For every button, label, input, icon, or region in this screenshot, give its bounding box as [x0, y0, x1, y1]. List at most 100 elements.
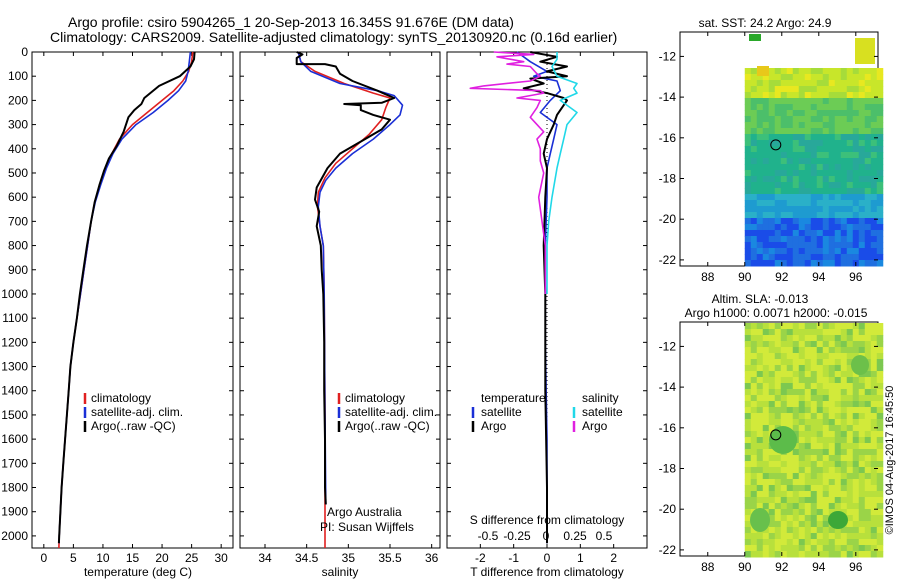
map-cell [744, 467, 752, 474]
map-cell [774, 248, 782, 255]
map-cell [762, 383, 770, 390]
map-cell [834, 140, 842, 147]
map-cell [750, 527, 758, 534]
map-cell [762, 533, 770, 540]
map-cell [768, 188, 776, 195]
map-cell [864, 545, 872, 552]
map-cell [798, 419, 806, 426]
map-cell [798, 365, 806, 372]
map-cell [828, 86, 836, 93]
map-cell [816, 242, 824, 249]
map-cell [750, 545, 758, 552]
y-tick-label: 200 [8, 93, 28, 107]
map-cell [840, 188, 848, 195]
map-cell [852, 515, 860, 522]
map-cell [858, 176, 866, 183]
map-cell [816, 323, 824, 330]
map-cell [762, 134, 770, 141]
map-cell [750, 164, 758, 171]
map-cell [744, 92, 752, 99]
map-cell [846, 206, 854, 213]
map-cell [792, 419, 800, 426]
map-cell [792, 248, 800, 255]
map-cell [828, 425, 836, 432]
map-cell [840, 473, 848, 480]
map-cell [762, 503, 770, 510]
map-cell [810, 122, 818, 129]
map-cell [840, 152, 848, 159]
map-cell [828, 533, 836, 540]
map-cell [840, 479, 848, 486]
map-cell [840, 551, 848, 558]
map-y-tick-label: -18 [659, 462, 677, 476]
s-tick-label: 0 [543, 529, 550, 543]
y-tick-label: 1100 [2, 311, 28, 325]
map-cell [816, 335, 824, 342]
map-cell [768, 353, 776, 360]
map-cell [774, 98, 782, 105]
map-x-tick-label: 96 [849, 270, 863, 284]
map-cell [840, 212, 848, 219]
map-cell [876, 212, 884, 219]
map-cell [822, 407, 830, 414]
map-cell [816, 80, 824, 87]
map-cell [810, 128, 818, 135]
map-cell [876, 341, 884, 348]
map-cell [792, 98, 800, 105]
map-cell [798, 347, 806, 354]
map-cell [810, 86, 818, 93]
map-cell [780, 341, 788, 348]
map-cell [768, 449, 776, 456]
map-x-tick-label: 88 [701, 560, 715, 574]
map-cell [756, 224, 764, 231]
map-cell [870, 473, 878, 480]
map-cell [822, 419, 830, 426]
map-cell [762, 377, 770, 384]
map-cell [762, 158, 770, 165]
map-cell [780, 473, 788, 480]
map-cell [798, 260, 806, 267]
map-cell [756, 413, 764, 420]
map-cell [858, 200, 866, 207]
map-cell [816, 152, 824, 159]
map-cell [846, 437, 854, 444]
map-cell [756, 383, 764, 390]
map-cell [744, 152, 752, 159]
map-cell [852, 188, 860, 195]
map-cell [846, 371, 854, 378]
map-cell [810, 359, 818, 366]
map-cell [810, 473, 818, 480]
map-cell [852, 158, 860, 165]
map-cell [876, 389, 884, 396]
map-cell [768, 425, 776, 432]
map-cell [810, 527, 818, 534]
map-cell [756, 242, 764, 249]
map-cell [750, 449, 758, 456]
map-cell [786, 164, 794, 171]
map-cell [876, 236, 884, 243]
map-cell [864, 461, 872, 468]
map-cell [762, 146, 770, 153]
map-cell [744, 104, 752, 111]
map-cell [810, 323, 818, 330]
map-cell [750, 365, 758, 372]
map-cell [852, 395, 860, 402]
map-cell [876, 503, 884, 510]
map-cell [858, 509, 866, 516]
map-cell [876, 146, 884, 153]
map-cell [804, 491, 812, 498]
map-cell [786, 224, 794, 231]
map-cell [870, 389, 878, 396]
map-cell [876, 425, 884, 432]
map-cell [768, 236, 776, 243]
map-cell [762, 443, 770, 450]
map-cell [774, 230, 782, 237]
map-cell [852, 473, 860, 480]
map-cell [780, 206, 788, 213]
map-cell [786, 158, 794, 165]
map-cell [876, 521, 884, 528]
map-cell [792, 80, 800, 87]
map-cell [858, 194, 866, 201]
map-cell [762, 485, 770, 492]
map-cell [828, 455, 836, 462]
